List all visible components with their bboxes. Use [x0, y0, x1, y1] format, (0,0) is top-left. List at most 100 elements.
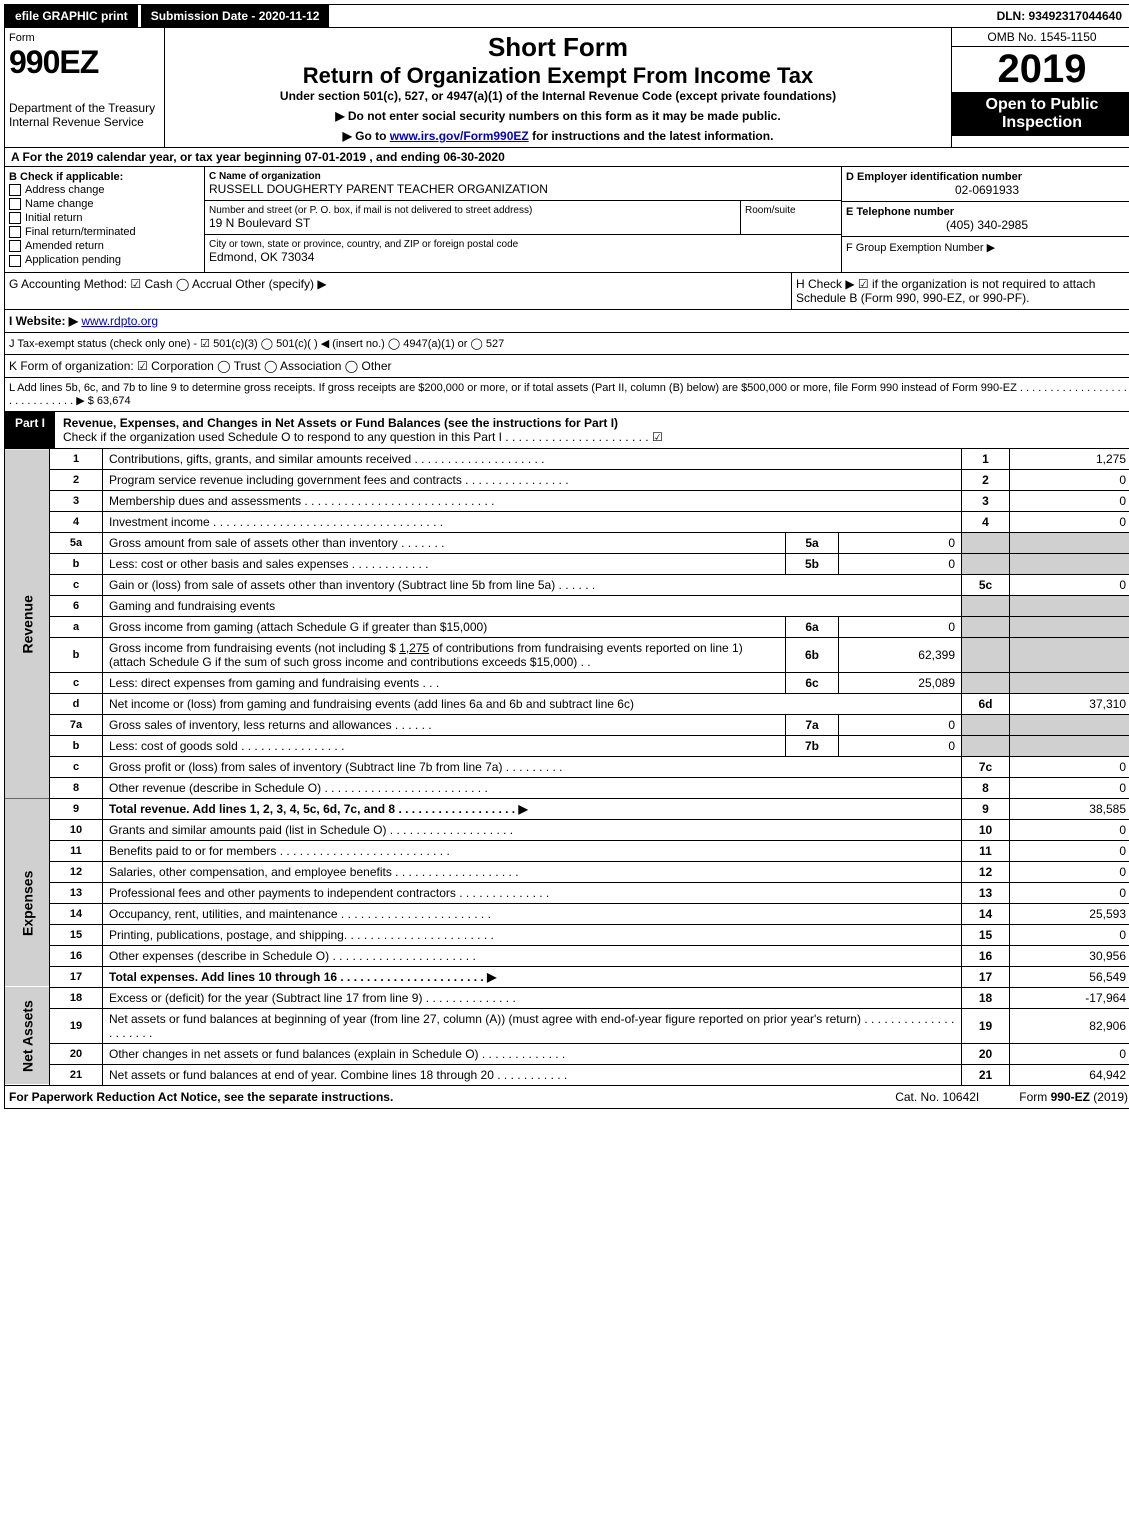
line-7c-val: 0	[1010, 756, 1129, 777]
line-14-key: 14	[962, 903, 1010, 924]
line-10-val: 0	[1010, 819, 1129, 840]
line-5b-sk: 5b	[786, 553, 839, 574]
gray-cell	[962, 553, 1010, 574]
gray-cell	[962, 637, 1010, 672]
line-15-desc: Printing, publications, postage, and shi…	[103, 924, 962, 945]
dln-label: DLN: 93492317044640	[987, 5, 1129, 27]
checkbox-name-change[interactable]	[9, 198, 21, 210]
line-7c-desc: Gross profit or (loss) from sales of inv…	[103, 756, 962, 777]
right-info-col: D Employer identification number 02-0691…	[842, 167, 1129, 272]
f-label: F Group Exemption Number ▶	[846, 241, 1128, 254]
section-b-label: B Check if applicable:	[9, 171, 200, 183]
line-17-key: 17	[962, 966, 1010, 987]
line-6d-key: 6d	[962, 693, 1010, 714]
street-address: 19 N Boulevard ST	[209, 216, 736, 230]
line-7b-no: b	[50, 735, 103, 756]
line-11-desc: Benefits paid to or for members . . . . …	[103, 840, 962, 861]
gray-cell	[1010, 714, 1129, 735]
line-21-val: 64,942	[1010, 1064, 1129, 1085]
checkbox-address-change[interactable]	[9, 184, 21, 196]
line-6d-desc: Net income or (loss) from gaming and fun…	[103, 693, 962, 714]
line-5b-no: b	[50, 553, 103, 574]
line-21-desc: Net assets or fund balances at end of ye…	[103, 1064, 962, 1085]
entity-block: B Check if applicable: Address change Na…	[4, 167, 1129, 273]
line-3-key: 3	[962, 490, 1010, 511]
form-ref: Form 990-EZ (2019)	[1019, 1090, 1128, 1104]
form-header: Form 990EZ Department of the Treasury In…	[4, 28, 1129, 148]
gray-cell	[1010, 595, 1129, 616]
line-19-desc: Net assets or fund balances at beginning…	[103, 1008, 962, 1043]
short-form-title: Short Form	[169, 32, 947, 63]
line-20-no: 20	[50, 1043, 103, 1064]
line-7c-key: 7c	[962, 756, 1010, 777]
line-7b-sv: 0	[839, 735, 962, 756]
tax-exempt-row: J Tax-exempt status (check only one) - ☑…	[4, 333, 1129, 355]
checkbox-pending[interactable]	[9, 255, 21, 267]
header-right-cell: OMB No. 1545-1150 2019 Open to Public In…	[952, 28, 1129, 147]
irs-link[interactable]: www.irs.gov/Form990EZ	[390, 129, 529, 143]
line-1-desc: Contributions, gifts, grants, and simila…	[103, 449, 962, 470]
line-5a-sv: 0	[839, 532, 962, 553]
c-label: C Name of organization	[209, 171, 837, 182]
cat-no: Cat. No. 10642I	[895, 1090, 979, 1104]
line-7a-sk: 7a	[786, 714, 839, 735]
line-6b-sk: 6b	[786, 637, 839, 672]
line-4-key: 4	[962, 511, 1010, 532]
line-9-key: 9	[962, 798, 1010, 819]
part-i-title-text: Revenue, Expenses, and Changes in Net As…	[63, 416, 618, 430]
line-7a-desc: Gross sales of inventory, less returns a…	[103, 714, 786, 735]
line-6c-sk: 6c	[786, 672, 839, 693]
line-7a-sv: 0	[839, 714, 962, 735]
line-11-key: 11	[962, 840, 1010, 861]
room-suite-box: Room/suite	[741, 201, 841, 235]
line-6b-amt: 1,275	[399, 641, 429, 655]
line-5c-desc: Gain or (loss) from sale of assets other…	[103, 574, 962, 595]
gray-cell	[962, 595, 1010, 616]
form-id-cell: Form 990EZ Department of the Treasury In…	[5, 28, 165, 147]
netassets-section-label: Net Assets	[5, 987, 50, 1085]
line-18-key: 18	[962, 987, 1010, 1008]
form-word: Form	[9, 32, 160, 44]
line-6-no: 6	[50, 595, 103, 616]
line-14-desc: Occupancy, rent, utilities, and maintena…	[103, 903, 962, 924]
d-label: D Employer identification number	[846, 171, 1128, 183]
website-link[interactable]: www.rdpto.org	[81, 314, 158, 328]
line-6c-desc: Less: direct expenses from gaming and fu…	[103, 672, 786, 693]
line-16-no: 16	[50, 945, 103, 966]
phone-box: E Telephone number (405) 340-2985	[842, 202, 1129, 237]
ein-box: D Employer identification number 02-0691…	[842, 167, 1129, 202]
line-6a-sv: 0	[839, 616, 962, 637]
line-20-desc: Other changes in net assets or fund bala…	[103, 1043, 962, 1064]
line-5a-desc: Gross amount from sale of assets other t…	[103, 532, 786, 553]
under-section: Under section 501(c), 527, or 4947(a)(1)…	[169, 89, 947, 103]
line-21-no: 21	[50, 1064, 103, 1085]
gray-cell	[1010, 672, 1129, 693]
line-7b-desc: Less: cost of goods sold . . . . . . . .…	[103, 735, 786, 756]
line-6a-desc: Gross income from gaming (attach Schedul…	[103, 616, 786, 637]
line-14-no: 14	[50, 903, 103, 924]
name-address-col: C Name of organization RUSSELL DOUGHERTY…	[205, 167, 842, 272]
checkbox-initial-return[interactable]	[9, 212, 21, 224]
line-1-val: 1,275	[1010, 449, 1129, 470]
line-9-no: 9	[50, 798, 103, 819]
line-4-desc: Investment income . . . . . . . . . . . …	[103, 511, 962, 532]
efile-print-button[interactable]: efile GRAPHIC print	[5, 5, 139, 27]
line-17-no: 17	[50, 966, 103, 987]
address-row: Number and street (or P. O. box, if mail…	[205, 201, 841, 235]
line-2-key: 2	[962, 469, 1010, 490]
opt-address-change: Address change	[25, 184, 105, 196]
line-15-key: 15	[962, 924, 1010, 945]
part-i-header: Part I Revenue, Expenses, and Changes in…	[4, 412, 1129, 449]
part-i-subtext: Check if the organization used Schedule …	[63, 430, 663, 444]
gray-cell	[962, 672, 1010, 693]
line-12-no: 12	[50, 861, 103, 882]
line-13-val: 0	[1010, 882, 1129, 903]
goto-suffix: for instructions and the latest informat…	[532, 129, 773, 143]
line-8-key: 8	[962, 777, 1010, 798]
return-title: Return of Organization Exempt From Incom…	[169, 63, 947, 89]
checkbox-amended[interactable]	[9, 240, 21, 252]
line-6d-val: 37,310	[1010, 693, 1129, 714]
checkbox-final-return[interactable]	[9, 226, 21, 238]
gray-cell	[962, 532, 1010, 553]
line-1-key: 1	[962, 449, 1010, 470]
